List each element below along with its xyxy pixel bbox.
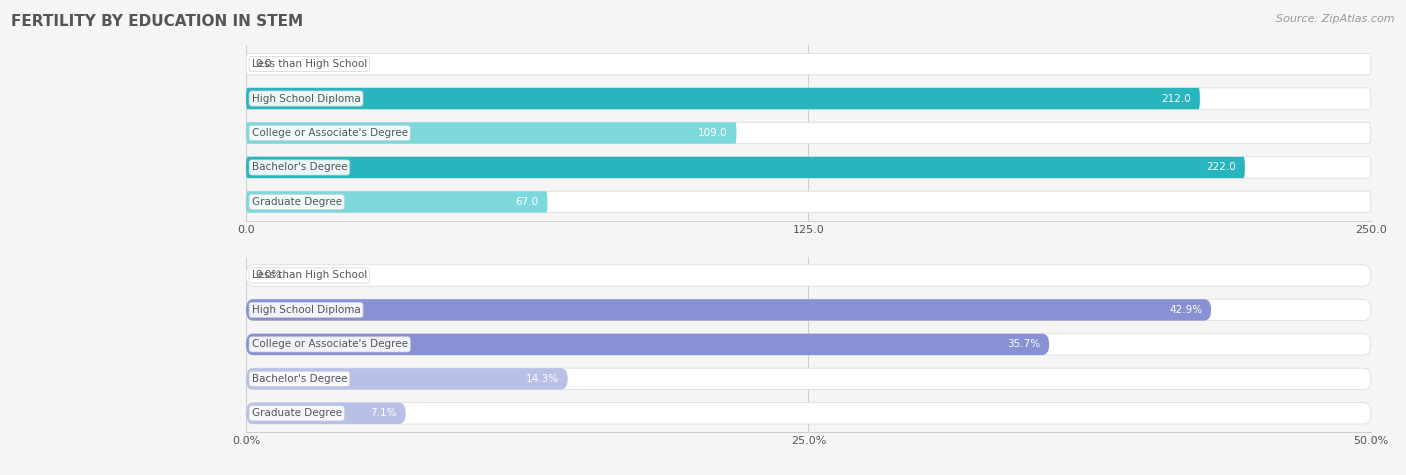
Text: College or Associate's Degree: College or Associate's Degree (252, 339, 408, 350)
FancyBboxPatch shape (246, 334, 1371, 355)
Text: Source: ZipAtlas.com: Source: ZipAtlas.com (1277, 14, 1395, 24)
Text: Bachelor's Degree: Bachelor's Degree (252, 374, 347, 384)
Text: Graduate Degree: Graduate Degree (252, 408, 342, 418)
FancyBboxPatch shape (246, 53, 1371, 75)
Text: 0.0: 0.0 (254, 59, 271, 69)
Text: 35.7%: 35.7% (1007, 339, 1040, 350)
FancyBboxPatch shape (246, 191, 1371, 213)
FancyBboxPatch shape (246, 368, 1371, 389)
Text: Bachelor's Degree: Bachelor's Degree (252, 162, 347, 172)
Text: Graduate Degree: Graduate Degree (252, 197, 342, 207)
Text: High School Diploma: High School Diploma (252, 305, 360, 315)
FancyBboxPatch shape (246, 334, 1049, 355)
FancyBboxPatch shape (246, 403, 406, 424)
FancyBboxPatch shape (246, 123, 1371, 143)
FancyBboxPatch shape (246, 368, 568, 389)
FancyBboxPatch shape (246, 265, 1371, 286)
Text: High School Diploma: High School Diploma (252, 94, 360, 104)
FancyBboxPatch shape (246, 191, 547, 213)
FancyBboxPatch shape (246, 88, 1371, 109)
Text: 109.0: 109.0 (697, 128, 727, 138)
FancyBboxPatch shape (246, 403, 1371, 424)
FancyBboxPatch shape (246, 299, 1211, 321)
Text: 42.9%: 42.9% (1168, 305, 1202, 315)
Text: 212.0: 212.0 (1161, 94, 1191, 104)
Text: Less than High School: Less than High School (252, 270, 367, 280)
Text: FERTILITY BY EDUCATION IN STEM: FERTILITY BY EDUCATION IN STEM (11, 14, 304, 29)
Text: 7.1%: 7.1% (370, 408, 396, 418)
Text: 222.0: 222.0 (1206, 162, 1236, 172)
Text: 14.3%: 14.3% (526, 374, 558, 384)
Text: 0.0%: 0.0% (254, 270, 281, 280)
Text: 67.0: 67.0 (516, 197, 538, 207)
FancyBboxPatch shape (246, 123, 737, 143)
Text: Less than High School: Less than High School (252, 59, 367, 69)
Text: College or Associate's Degree: College or Associate's Degree (252, 128, 408, 138)
FancyBboxPatch shape (246, 299, 1371, 321)
FancyBboxPatch shape (246, 157, 1244, 178)
FancyBboxPatch shape (246, 88, 1199, 109)
FancyBboxPatch shape (246, 157, 1371, 178)
